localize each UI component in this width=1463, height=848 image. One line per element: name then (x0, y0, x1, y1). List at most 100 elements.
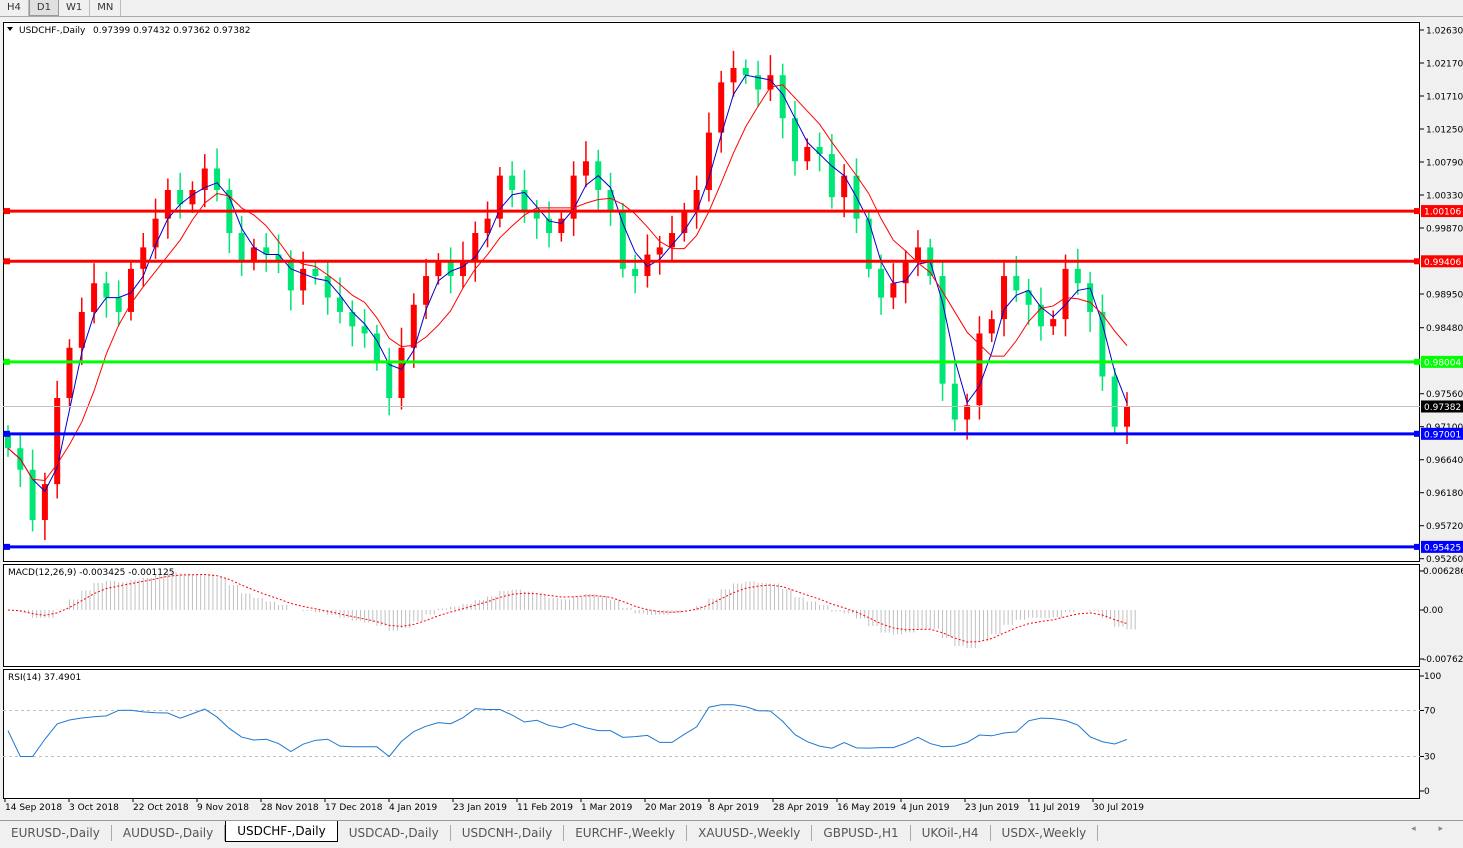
candle-body (361, 326, 368, 334)
candle-body (964, 405, 971, 420)
chart-tab[interactable]: UKOil-,H4 (911, 824, 991, 841)
candle-body (287, 261, 294, 291)
price-tick-label: 1.00330 (1426, 192, 1463, 202)
candle-body (914, 247, 921, 262)
level-handle (4, 258, 10, 265)
price-tick-label: 1.01710 (1426, 93, 1463, 103)
candle-body (300, 268, 307, 291)
candle-body (447, 261, 454, 277)
rsi-line (7, 704, 1128, 758)
candle-body (177, 189, 184, 205)
chart-tab[interactable]: EURCHF-,Weekly (564, 824, 688, 841)
candle-body (410, 304, 417, 348)
candle-body (841, 175, 848, 198)
level-handle (1414, 430, 1420, 437)
chart-tab[interactable]: AUDUSD-,Daily (112, 824, 226, 841)
chart-tab[interactable]: XAUUSD-,Weekly (687, 824, 813, 841)
candle-body (1087, 283, 1094, 312)
candle-body (349, 311, 356, 327)
candle-body (484, 218, 491, 234)
level-price-badge (1421, 355, 1463, 368)
chart-tab[interactable]: USDX-,Weekly (991, 824, 1099, 841)
level-handle (4, 543, 10, 550)
candle-body (742, 68, 749, 76)
current-price-badge (1421, 400, 1463, 413)
rsi-tick-label: 70 (1424, 707, 1436, 717)
level-price-label: 0.97001 (1424, 430, 1461, 440)
candle-body (951, 383, 958, 420)
dropdown-triangle-icon[interactable] (7, 27, 13, 31)
tab-scroll-arrows[interactable]: ◂ ▸ (1411, 824, 1453, 834)
price-chart[interactable]: 1.02630 1.02170 1.01710 1.01250 1.00790 1.003… (0, 19, 1463, 819)
candle-body (1099, 311, 1106, 377)
level-handle (1414, 543, 1420, 550)
candle-body (644, 254, 651, 277)
candle-body (582, 161, 589, 176)
candle-body (939, 276, 946, 384)
candle-body (275, 254, 282, 262)
macd-histogram (19, 572, 1136, 648)
candle-body (1025, 290, 1032, 305)
macd-pane (3, 564, 1420, 667)
candle-body (373, 333, 380, 363)
date-label: 17 Dec 2018 (325, 803, 383, 813)
candle-body (5, 433, 11, 449)
price-tick-label: 0.96180 (1426, 489, 1463, 499)
chart-tab[interactable]: EURUSD-,Daily (0, 824, 112, 841)
candle-body (755, 75, 762, 90)
timeframe-w1[interactable]: W1 (59, 0, 91, 16)
chart-ohlc: 0.97399 0.97432 0.97362 0.97382 (93, 26, 250, 36)
candle-body (263, 247, 270, 255)
candle-body (127, 268, 134, 312)
candle-body (902, 261, 909, 284)
level-price-label: 1.00106 (1424, 208, 1461, 218)
candle-body (189, 189, 196, 205)
chart-tab[interactable]: USDCAD-,Daily (338, 824, 451, 841)
level-price-badge (1421, 205, 1463, 218)
candle-body (988, 319, 995, 334)
candle-body (115, 297, 122, 312)
candle-body (558, 218, 565, 234)
date-label: 11 Feb 2019 (517, 803, 573, 813)
rsi-pane (3, 669, 1420, 799)
chart-tab[interactable]: USDCNH-,Daily (451, 824, 565, 841)
candle-body (1074, 268, 1081, 284)
level-price-label: 0.95425 (1424, 543, 1461, 553)
candle-body (201, 168, 208, 190)
macd-label: MACD(12,26,9) -0.003425 -0.001125 (8, 568, 174, 578)
candle-body (423, 276, 430, 305)
timeframe-mn[interactable]: MN (90, 0, 122, 16)
rsi-tick-label: 0 (1424, 787, 1430, 797)
level-price-label: 0.98004 (1424, 358, 1461, 368)
macd-tick-label: 0.00 (1423, 606, 1443, 616)
timeframe-d1[interactable]: D1 (28, 0, 59, 16)
candle-body (435, 261, 442, 277)
candle-body (1037, 304, 1044, 327)
candle-body (607, 189, 614, 212)
candle-body (865, 218, 872, 269)
macd-tick-label: 0.006286 (1423, 567, 1463, 577)
date-label: 11 Jul 2019 (1029, 803, 1080, 813)
candle-body (164, 189, 171, 219)
candle-body (472, 233, 479, 262)
candle-body (54, 398, 61, 485)
date-label: 28 Nov 2018 (261, 803, 319, 813)
candles (5, 50, 1130, 541)
timeframe-h4[interactable]: H4 (0, 0, 29, 16)
chart-tab[interactable]: USDCHF-,Daily (225, 820, 338, 842)
candle-body (619, 211, 626, 269)
candle-body (533, 211, 540, 219)
level-handle (1414, 358, 1420, 365)
candle-body (779, 75, 786, 119)
candle-body (103, 283, 110, 298)
chart-symbol: USDCHF-,Daily (19, 26, 86, 36)
candle-body (521, 189, 528, 212)
candle-body (890, 283, 897, 298)
chart-tab[interactable]: GBPUSD-,H1 (812, 824, 911, 841)
rsi-tick-label: 100 (1424, 672, 1441, 682)
timeframe-toolbar: H4 D1 W1 MN (0, 0, 1463, 17)
candle-body (238, 233, 245, 262)
main-pane (3, 22, 1420, 562)
level-price-badge (1421, 255, 1463, 268)
slow-ma-line (7, 84, 1128, 482)
